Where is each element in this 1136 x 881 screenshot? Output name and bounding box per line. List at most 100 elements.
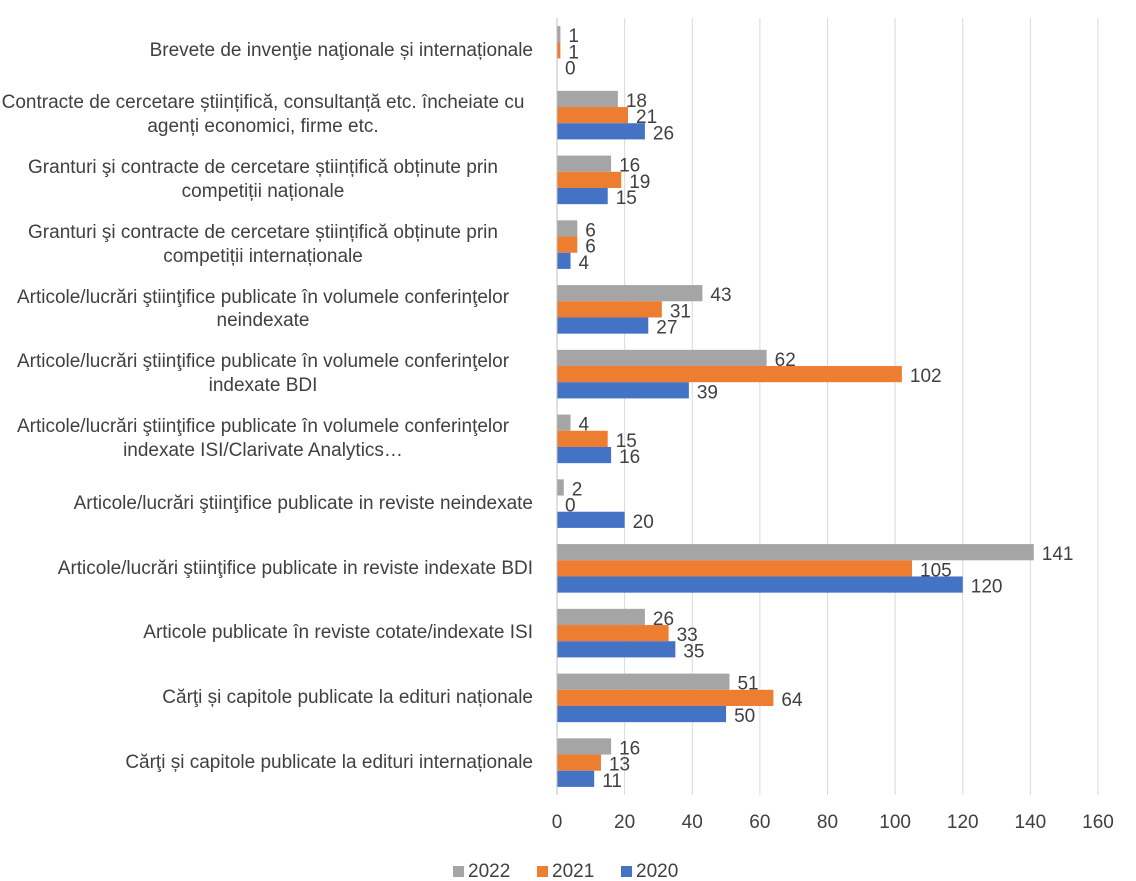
x-tick-label: 60 — [749, 812, 770, 833]
data-label: 105 — [920, 560, 952, 581]
x-tick-label: 20 — [614, 812, 635, 833]
data-label: 27 — [656, 318, 677, 339]
bar — [557, 301, 662, 318]
data-label: 35 — [683, 641, 704, 662]
data-label: 21 — [636, 107, 657, 128]
data-label: 19 — [629, 172, 650, 193]
category-label: Cărţi și capitole publicate la edituri n… — [162, 687, 533, 708]
category-label: Articole/lucrări ştiinţifice publicate î… — [16, 286, 510, 332]
category-label: Articole/lucrări ştiinţifice publicate i… — [73, 492, 533, 514]
bar — [557, 382, 689, 399]
category-label: Granturi şi contracte de cercetare știin… — [28, 221, 498, 267]
bar — [557, 252, 571, 269]
data-label: 0 — [565, 59, 576, 80]
legend-label: 2021 — [552, 861, 594, 881]
data-label: 141 — [1042, 544, 1074, 565]
bar — [557, 349, 767, 367]
data-label: 120 — [971, 577, 1003, 598]
bar — [557, 107, 629, 124]
bar — [557, 479, 564, 496]
data-label: 0 — [565, 496, 576, 517]
data-label: 43 — [710, 285, 731, 306]
category-label: Granturi şi contracte de cercetare știin… — [28, 157, 498, 202]
category-label-box: Cărţi și capitole publicate la edituri n… — [0, 666, 533, 731]
category-label: Articole publicate în reviste cotate/ind… — [143, 622, 533, 644]
x-tick-label: 100 — [879, 812, 911, 833]
category-label: Articole/lucrări ştiinţifice publicate î… — [16, 416, 510, 461]
data-label: 16 — [619, 156, 640, 177]
data-label: 13 — [609, 755, 630, 776]
data-label: 15 — [616, 188, 637, 209]
data-label: 26 — [653, 123, 674, 144]
bar — [557, 673, 730, 690]
data-label: 4 — [579, 415, 590, 436]
category-label-box: Articole/lucrări ştiinţifice publicate î… — [0, 342, 533, 407]
data-label: 31 — [670, 301, 691, 322]
bar — [557, 171, 622, 188]
bar — [557, 26, 561, 43]
category-label-box: Cărţi și capitole publicate la edituri i… — [0, 730, 533, 795]
category-label: Articole/lucrări ştiinţifice publicate î… — [16, 351, 510, 397]
bar — [557, 414, 571, 431]
x-tick-label: 120 — [947, 812, 979, 833]
data-label: 26 — [653, 609, 674, 630]
data-label: 102 — [910, 366, 942, 387]
category-label-box: Brevete de invenţie naţionale și interna… — [0, 18, 533, 83]
bar — [557, 123, 645, 140]
data-label: 18 — [626, 91, 647, 112]
bar — [557, 754, 601, 771]
legend-swatch — [453, 866, 464, 877]
category-label: Articole/lucrări ştiinţifice publicate i… — [57, 557, 533, 579]
category-label: Contracte de cercetare științifică, cons… — [1, 92, 525, 138]
data-label: 1 — [568, 42, 579, 63]
category-label: Brevete de invenţie naţionale și interna… — [149, 39, 533, 61]
bar — [557, 738, 612, 755]
data-label: 15 — [616, 431, 637, 452]
bar — [557, 576, 963, 593]
bar — [557, 560, 913, 577]
x-tick-label: 40 — [682, 812, 703, 833]
bar — [557, 770, 595, 787]
legend-swatch — [537, 866, 548, 877]
category-label-box: Articole/lucrări ştiinţifice publicate î… — [0, 407, 533, 472]
category-label: Cărţi și capitole publicate la edituri i… — [125, 751, 533, 773]
bar — [557, 625, 669, 642]
bar — [557, 90, 618, 108]
bar — [557, 366, 902, 383]
data-label: 33 — [677, 625, 698, 646]
data-label: 51 — [737, 674, 758, 695]
bar — [557, 285, 703, 302]
category-label-box: Articole publicate în reviste cotate/ind… — [0, 601, 533, 666]
data-label: 2 — [572, 479, 583, 500]
data-label: 6 — [585, 220, 596, 241]
bar — [557, 155, 612, 172]
data-label: 4 — [579, 253, 590, 274]
bar — [557, 220, 578, 237]
data-label: 64 — [781, 690, 803, 711]
bar — [557, 430, 608, 447]
category-label-box: Granturi şi contracte de cercetare știin… — [0, 148, 533, 213]
bar — [557, 641, 676, 658]
data-label: 39 — [697, 382, 718, 403]
legend-label: 2020 — [636, 861, 678, 881]
legend-swatch — [621, 866, 632, 877]
bar — [557, 42, 561, 59]
data-label: 62 — [775, 350, 796, 371]
legend-label: 2022 — [468, 861, 510, 881]
category-label-box: Articole/lucrări ştiinţifice publicate î… — [0, 277, 533, 342]
bar — [557, 317, 649, 334]
x-tick-label: 140 — [1015, 812, 1047, 833]
data-label: 16 — [619, 447, 640, 468]
bar — [557, 608, 645, 626]
x-tick-label: 80 — [817, 812, 838, 833]
category-label-box: Articole/lucrări ştiinţifice publicate i… — [0, 536, 533, 601]
category-label-box: Granturi şi contracte de cercetare știin… — [0, 212, 533, 277]
bar — [557, 511, 625, 528]
data-label: 6 — [585, 237, 596, 258]
bar — [557, 705, 727, 723]
data-label: 50 — [734, 706, 755, 727]
x-tick-label: 160 — [1082, 812, 1114, 833]
x-tick-label: 0 — [552, 812, 563, 833]
data-label: 11 — [602, 771, 622, 792]
